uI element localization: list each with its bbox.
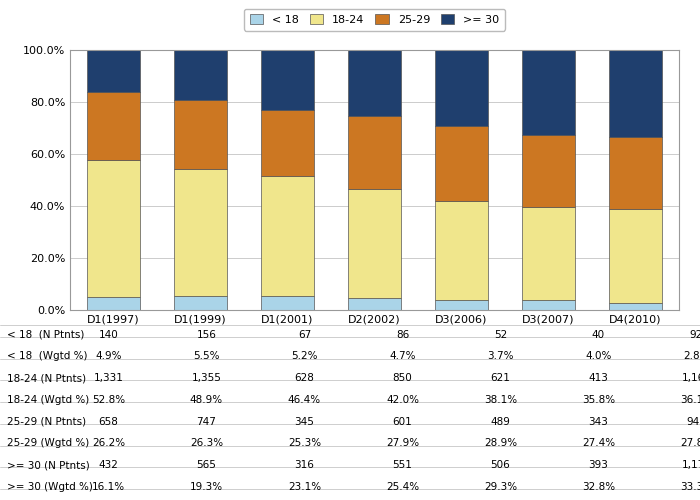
Text: < 18  (Wgtd %): < 18 (Wgtd %) <box>7 352 88 362</box>
Text: 52.8%: 52.8% <box>92 395 125 405</box>
Bar <box>610 302 662 310</box>
Bar <box>88 92 139 160</box>
Text: 42.0%: 42.0% <box>386 395 419 405</box>
Text: 35.8%: 35.8% <box>582 395 615 405</box>
Bar <box>435 126 488 202</box>
Text: 489: 489 <box>491 416 510 426</box>
Text: 1,355: 1,355 <box>192 373 221 383</box>
Text: 1,164: 1,164 <box>682 373 700 383</box>
Text: 4.9%: 4.9% <box>95 352 122 362</box>
Text: 140: 140 <box>99 330 118 340</box>
Bar <box>174 100 227 168</box>
Bar <box>522 206 575 300</box>
Text: 26.3%: 26.3% <box>190 438 223 448</box>
Text: 18-24 (Wgtd %): 18-24 (Wgtd %) <box>7 395 90 405</box>
Text: 3.7%: 3.7% <box>487 352 514 362</box>
Bar <box>349 298 400 310</box>
Text: 565: 565 <box>197 460 216 470</box>
Text: 4.7%: 4.7% <box>389 352 416 362</box>
Text: 25-29 (N Ptnts): 25-29 (N Ptnts) <box>7 416 86 426</box>
Bar <box>610 209 662 302</box>
Bar <box>88 298 139 310</box>
Bar <box>522 300 575 310</box>
Text: 1,175: 1,175 <box>682 460 700 470</box>
Legend: < 18, 18-24, 25-29, >= 30: < 18, 18-24, 25-29, >= 30 <box>244 9 505 30</box>
Text: 32.8%: 32.8% <box>582 482 615 492</box>
Bar <box>435 202 488 300</box>
Text: 28.9%: 28.9% <box>484 438 517 448</box>
Text: 1,331: 1,331 <box>94 373 123 383</box>
Text: 5.2%: 5.2% <box>291 352 318 362</box>
Text: 551: 551 <box>393 460 412 470</box>
Text: 36.1%: 36.1% <box>680 395 700 405</box>
Text: 25.3%: 25.3% <box>288 438 321 448</box>
Text: 432: 432 <box>99 460 118 470</box>
Text: 38.1%: 38.1% <box>484 395 517 405</box>
Text: 506: 506 <box>491 460 510 470</box>
Bar <box>349 50 400 116</box>
Bar <box>88 50 139 92</box>
Bar <box>522 136 575 206</box>
Bar <box>522 50 575 136</box>
Text: 40: 40 <box>592 330 605 340</box>
Bar <box>174 296 227 310</box>
Text: 18-24 (N Ptnts): 18-24 (N Ptnts) <box>7 373 86 383</box>
Text: 5.5%: 5.5% <box>193 352 220 362</box>
Text: 2.8%: 2.8% <box>683 352 700 362</box>
Bar <box>349 116 400 188</box>
Bar <box>261 110 314 176</box>
Text: 33.3%: 33.3% <box>680 482 700 492</box>
Bar <box>88 160 139 298</box>
Text: 25.4%: 25.4% <box>386 482 419 492</box>
Text: 345: 345 <box>295 416 314 426</box>
Text: 16.1%: 16.1% <box>92 482 125 492</box>
Text: 658: 658 <box>99 416 118 426</box>
Text: 27.4%: 27.4% <box>582 438 615 448</box>
Text: 29.3%: 29.3% <box>484 482 517 492</box>
Bar <box>174 168 227 296</box>
Text: 27.8%: 27.8% <box>680 438 700 448</box>
Bar <box>349 188 400 298</box>
Bar <box>174 50 227 100</box>
Text: < 18  (N Ptnts): < 18 (N Ptnts) <box>7 330 85 340</box>
Text: 316: 316 <box>295 460 314 470</box>
Text: >= 30 (Wgtd %): >= 30 (Wgtd %) <box>7 482 93 492</box>
Bar <box>435 50 488 126</box>
Text: 67: 67 <box>298 330 311 340</box>
Text: 25-29 (Wgtd %): 25-29 (Wgtd %) <box>7 438 90 448</box>
Text: 27.9%: 27.9% <box>386 438 419 448</box>
Text: 48.9%: 48.9% <box>190 395 223 405</box>
Text: 156: 156 <box>197 330 216 340</box>
Text: 343: 343 <box>589 416 608 426</box>
Text: 413: 413 <box>589 373 608 383</box>
Bar <box>435 300 488 310</box>
Text: 26.2%: 26.2% <box>92 438 125 448</box>
Text: 747: 747 <box>197 416 216 426</box>
Text: 850: 850 <box>393 373 412 383</box>
Text: 393: 393 <box>589 460 608 470</box>
Text: >= 30 (N Ptnts): >= 30 (N Ptnts) <box>7 460 90 470</box>
Text: 942: 942 <box>687 416 700 426</box>
Bar <box>261 50 314 110</box>
Text: 4.0%: 4.0% <box>585 352 612 362</box>
Bar <box>610 136 662 209</box>
Bar <box>261 176 314 296</box>
Text: 52: 52 <box>494 330 507 340</box>
Text: 628: 628 <box>295 373 314 383</box>
Text: 19.3%: 19.3% <box>190 482 223 492</box>
Text: 46.4%: 46.4% <box>288 395 321 405</box>
Text: 601: 601 <box>393 416 412 426</box>
Text: 86: 86 <box>396 330 409 340</box>
Text: 621: 621 <box>491 373 510 383</box>
Text: 23.1%: 23.1% <box>288 482 321 492</box>
Text: 92: 92 <box>690 330 700 340</box>
Bar <box>610 50 662 136</box>
Bar <box>261 296 314 310</box>
